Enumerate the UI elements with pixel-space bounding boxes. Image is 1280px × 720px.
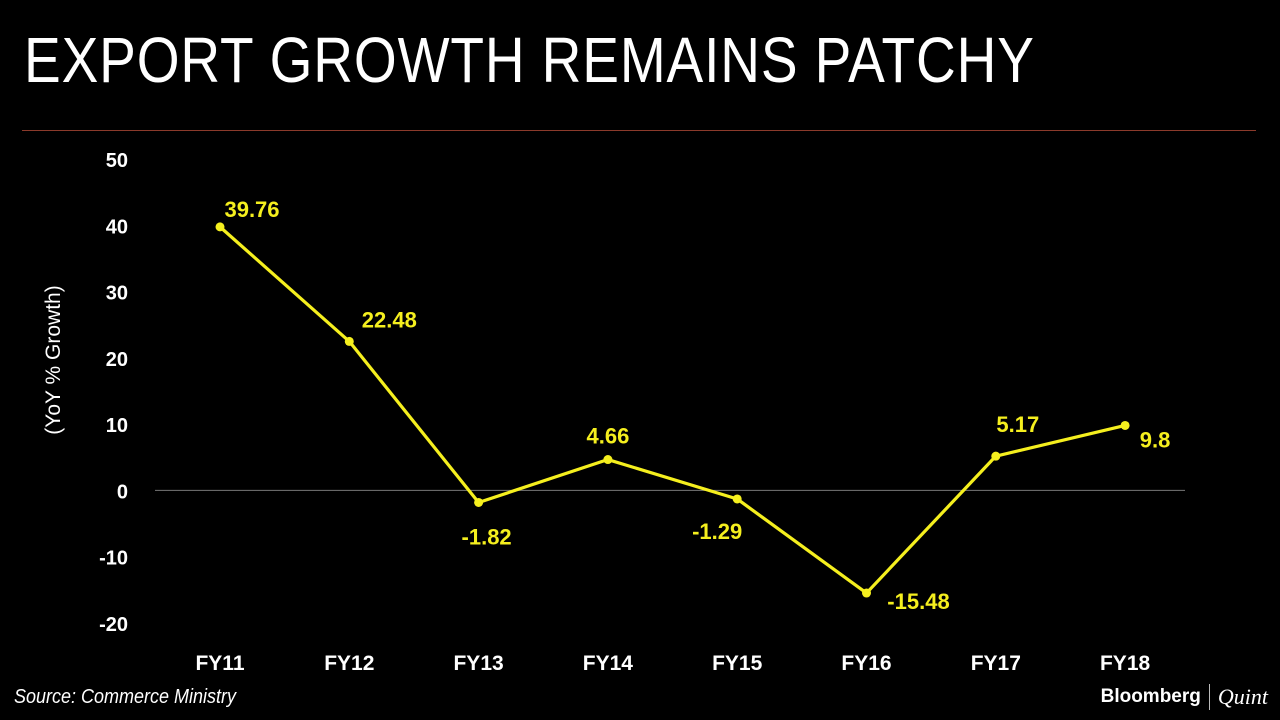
title-divider	[22, 130, 1256, 131]
y-tick-label: 20	[106, 349, 128, 371]
data-point	[862, 588, 871, 598]
y-tick-label: 0	[117, 481, 128, 503]
brand-logo: Bloomberg Quint	[1101, 684, 1268, 710]
brand-secondary: Quint	[1217, 684, 1268, 709]
data-label: 5.17	[996, 412, 1039, 437]
y-tick-label: -10	[99, 548, 128, 570]
data-label: -15.48	[887, 589, 949, 614]
brand-primary: Bloomberg	[1100, 686, 1201, 707]
data-label: -1.29	[692, 519, 742, 544]
data-label: -1.82	[462, 524, 512, 549]
x-tick-label: FY14	[583, 652, 634, 675]
data-labels: 39.76 22.48 -1.82 4.66 -1.29 -15.48 5.17 9.8	[224, 197, 1170, 614]
data-label: 9.8	[1140, 427, 1171, 452]
page-title: EXPORT GROWTH REMAINS PATCHY	[24, 24, 1035, 96]
data-label: 39.76	[224, 197, 279, 222]
y-tick-label: 40	[106, 216, 128, 238]
x-tick-label: FY17	[971, 652, 1021, 675]
data-point	[344, 336, 354, 346]
y-tick-label: 30	[106, 283, 128, 305]
data-point	[1120, 420, 1130, 430]
brand-separator	[1208, 684, 1210, 710]
data-points	[215, 222, 1130, 598]
data-label: 22.48	[362, 307, 417, 332]
x-tick-label: FY18	[1100, 652, 1151, 675]
data-point	[474, 497, 484, 507]
source-note: Source: Commerce Ministry	[14, 686, 237, 708]
y-axis-ticks: 50 40 30 20 10 0 -10 -20	[99, 150, 128, 636]
data-point	[215, 222, 225, 232]
data-label: 4.66	[586, 424, 629, 449]
x-tick-label: FY13	[453, 652, 503, 675]
data-point	[732, 494, 742, 504]
x-axis-ticks: FY11 FY12 FY13 FY14 FY15 FY16 FY17 FY18	[195, 652, 1150, 675]
y-tick-label: 10	[106, 415, 128, 437]
x-tick-label: FY16	[841, 652, 891, 675]
y-tick-label: 50	[106, 150, 128, 172]
x-tick-label: FY11	[195, 652, 244, 675]
y-tick-label: -20	[99, 614, 128, 636]
data-point	[991, 451, 1001, 461]
y-axis-label: (YoY % Growth)	[42, 285, 65, 434]
x-tick-label: FY12	[324, 652, 374, 675]
data-point	[603, 455, 613, 465]
x-tick-label: FY15	[712, 652, 763, 675]
series-line	[218, 225, 1126, 595]
